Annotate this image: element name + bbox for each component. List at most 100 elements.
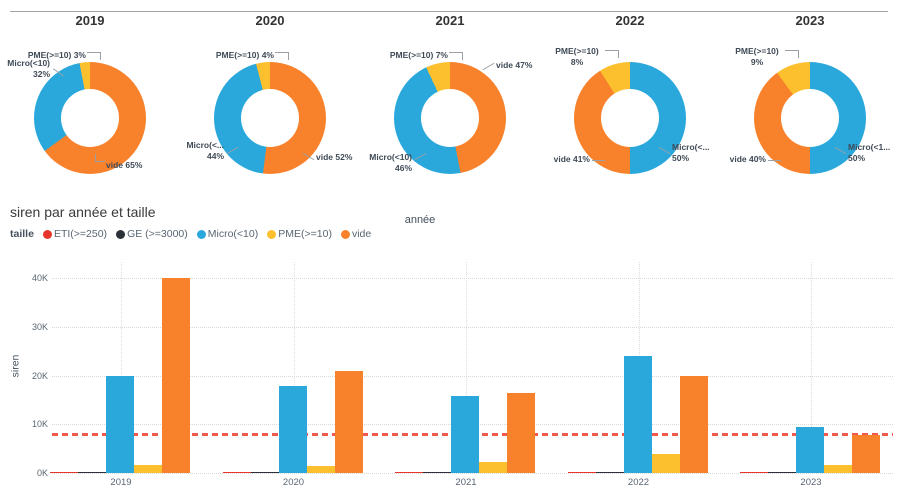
x-tick-2019: 2019 xyxy=(110,477,132,488)
bar-group-2023 xyxy=(740,426,882,473)
donut-2023[interactable] xyxy=(754,62,866,174)
y-tick-0K: 0K xyxy=(36,468,48,478)
donut-panel-2020: PME(>=10) 4% Micro(<... 44% vide 52% xyxy=(180,34,360,202)
donut-label-pme: PME(>=10) 8% xyxy=(555,46,599,68)
donut-label-pme: PME(>=10) 9% xyxy=(735,46,779,68)
donut-hole xyxy=(421,89,479,147)
callout-connector xyxy=(592,160,605,161)
legend-dot-eti xyxy=(42,229,52,239)
bar-micro-2019[interactable] xyxy=(106,375,134,473)
gridline-horizontal xyxy=(52,326,893,328)
legend-label: Micro(<10) xyxy=(207,228,259,240)
bar-vide-2023[interactable] xyxy=(852,434,880,473)
bar-eti-2022[interactable] xyxy=(567,471,596,473)
donut-label-vide: vide 52% xyxy=(316,152,353,162)
bar-micro-2022[interactable] xyxy=(623,356,652,473)
bar-eti-2019[interactable] xyxy=(50,471,78,473)
donut-label-vide: vide 40% xyxy=(729,154,766,164)
bar-chart-legend: taille ETI(>=250) GE (>=3000) Micro(<10) PM… xyxy=(10,228,380,240)
donut-panel-2022: PME(>=10) 8% Micro(<... 50% vide 41% xyxy=(540,34,720,202)
callout-connector xyxy=(785,50,799,58)
bar-pme-2019[interactable] xyxy=(134,465,162,473)
bar-ge-2021[interactable] xyxy=(423,472,451,473)
donut-2022[interactable] xyxy=(574,62,686,174)
bar-ge-2019[interactable] xyxy=(78,472,106,473)
gridline-vertical xyxy=(466,262,467,473)
callout-connector xyxy=(95,154,105,162)
bar-vide-2020[interactable] xyxy=(334,370,363,473)
donut-hole xyxy=(601,89,659,147)
panel-divider xyxy=(10,11,888,12)
bar-pme-2023[interactable] xyxy=(824,465,852,473)
y-tick-40K: 40K xyxy=(31,273,48,283)
bar-eti-2023[interactable] xyxy=(740,471,768,473)
donut-label-vide: vide 47% xyxy=(496,60,533,70)
legend-item-micro[interactable]: Micro(<10) xyxy=(196,228,259,240)
donut-panel-2023: PME(>=10) 9% Micro(<1... 50% vide 40% xyxy=(720,34,900,202)
donut-panel-title: 2021 xyxy=(435,13,465,28)
gridline-horizontal xyxy=(52,375,893,377)
donut-hole xyxy=(61,89,119,147)
legend-item-vide[interactable]: vide xyxy=(340,228,372,240)
donut-hole xyxy=(781,89,839,147)
y-tick-30K: 30K xyxy=(31,321,48,332)
x-tick-2020: 2020 xyxy=(282,477,305,488)
bar-micro-2023[interactable] xyxy=(796,426,824,473)
legend-label: ETI(>=250) xyxy=(53,228,108,240)
callout-connector xyxy=(768,160,781,161)
bar-pme-2020[interactable] xyxy=(306,465,335,473)
bar-ge-2022[interactable] xyxy=(595,472,624,473)
y-tick-10K: 10K xyxy=(31,419,48,430)
bar-vide-2019[interactable] xyxy=(162,278,190,473)
donut-panel-title: 2023 xyxy=(795,13,825,28)
donut-label-pme: PME(>=10) 7% xyxy=(389,50,448,60)
donut-panel-title: 2019 xyxy=(75,13,105,28)
donut-label-pme: PME(>=10) 3% xyxy=(27,50,86,60)
legend-dot-ge xyxy=(116,229,126,239)
gridline-vertical xyxy=(811,262,812,473)
donut-panels: PME(>=10) 3% Micro(<10) 32% vide 65% PME(>=… xyxy=(0,34,900,202)
donut-2021[interactable] xyxy=(394,62,506,174)
gridline-vertical xyxy=(293,262,295,473)
donut-2020[interactable] xyxy=(214,62,326,174)
legend-label: PME(>=10) xyxy=(278,228,332,240)
bar-micro-2021[interactable] xyxy=(451,395,479,473)
bar-ge-2023[interactable] xyxy=(768,472,796,473)
bar-group-2019 xyxy=(50,278,192,473)
donut-2019[interactable] xyxy=(34,62,146,174)
bar-pme-2021[interactable] xyxy=(479,461,507,473)
legend-label: GE (>=3000) xyxy=(127,228,188,240)
bar-pme-2022[interactable] xyxy=(651,453,680,473)
gridline-horizontal xyxy=(52,278,893,279)
donut-label-vide: vide 41% xyxy=(553,154,590,164)
bar-eti-2021[interactable] xyxy=(395,471,423,473)
legend-item-eti[interactable]: ETI(>=250) xyxy=(42,228,108,240)
bar-eti-2020[interactable] xyxy=(222,471,251,473)
gridline-horizontal xyxy=(52,473,893,474)
legend-label: vide xyxy=(351,228,372,240)
legend-item-pme[interactable]: PME(>=10) xyxy=(267,228,332,240)
legend-item-ge[interactable]: GE (>=3000) xyxy=(116,228,188,240)
donut-panel-2021: PME(>=10) 7% vide 47% Micro(<10) 46% xyxy=(360,34,540,202)
donut-label-micro: Micro(<10) 46% xyxy=(369,152,412,174)
bar-micro-2020[interactable] xyxy=(278,385,307,473)
donut-label-vide: vide 65% xyxy=(106,160,143,170)
x-tick-2023: 2023 xyxy=(800,477,822,488)
donut-label-pme: PME(>=10) 4% xyxy=(215,50,274,60)
x-tick-2021: 2021 xyxy=(455,477,477,488)
x-axis-title: année xyxy=(404,214,436,226)
donut-label-micro: Micro(<... 44% xyxy=(186,140,224,162)
donut-hole xyxy=(241,89,299,147)
bar-ge-2020[interactable] xyxy=(250,472,279,473)
donut-panel-2019: PME(>=10) 3% Micro(<10) 32% vide 65% xyxy=(0,34,180,202)
bar-chart-title: siren par année et taille xyxy=(10,204,156,220)
callout-connector xyxy=(87,52,101,60)
x-tick-2022: 2022 xyxy=(627,477,650,488)
bar-vide-2021[interactable] xyxy=(507,393,535,473)
legend-title: taille xyxy=(10,228,34,240)
bar-group-2021 xyxy=(395,393,537,473)
gridline-vertical xyxy=(121,262,122,473)
bar-vide-2022[interactable] xyxy=(679,376,708,473)
bar-group-2022 xyxy=(567,356,710,473)
